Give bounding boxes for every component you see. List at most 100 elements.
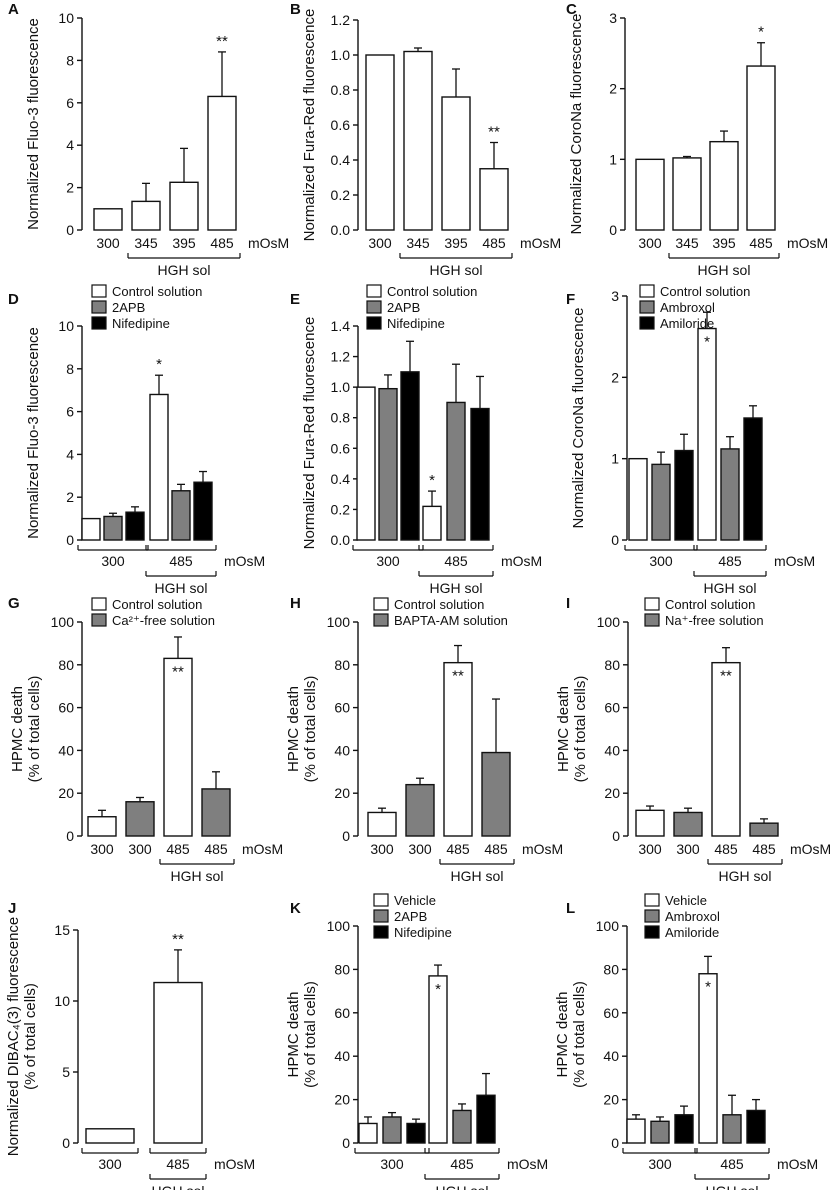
y-tick-label: 2 <box>611 369 619 385</box>
y-axis-label: HPMC death <box>285 686 302 772</box>
significance-mark: * <box>435 981 441 998</box>
y-axis-label: HPMC death <box>285 992 302 1078</box>
significance-mark: * <box>429 472 435 489</box>
y-tick-label: 0 <box>612 828 620 844</box>
legend-swatch <box>373 925 389 939</box>
category-label: 395 <box>172 235 196 251</box>
significance-mark: ** <box>452 668 464 685</box>
bar <box>452 1109 472 1144</box>
bar <box>169 181 199 231</box>
y-tick-label: 0.6 <box>331 117 351 133</box>
unit-label: mOsM <box>507 1156 548 1172</box>
legend-swatch <box>373 597 389 611</box>
legend-label: Amiloride <box>660 316 714 331</box>
y-tick-label: 40 <box>604 742 620 758</box>
panel-letter: H <box>290 595 301 612</box>
unit-label: mOsM <box>522 841 563 857</box>
bar <box>635 809 665 837</box>
bar <box>441 96 471 231</box>
group-label: HGH sol <box>698 262 751 278</box>
y-axis-label: Normalized Fluo-3 fluorescence <box>25 327 42 539</box>
group-label: HGH sol <box>436 1183 489 1190</box>
group-label: HGH sol <box>152 1183 205 1190</box>
bar <box>743 417 763 541</box>
y-tick-label: 40 <box>334 742 350 758</box>
legend-label: Nifedipine <box>394 925 452 940</box>
y-axis-label: HPMC death <box>555 686 572 772</box>
panel-f: F 0 1 2 3 Normalized CoroNa fluorescence * 300 4… <box>566 284 815 596</box>
y-tick-label: 100 <box>596 918 620 934</box>
panel-letter: C <box>566 1 577 18</box>
category-label: 485 <box>450 1156 474 1172</box>
legend-label: 2APB <box>394 909 427 924</box>
significance-mark: ** <box>720 668 732 685</box>
legend-swatch <box>644 909 660 923</box>
y-tick-label: 0.0 <box>331 532 351 548</box>
y-axis-label: Normalized Fura-Red fluorescence <box>301 317 318 550</box>
y-axis-label: Normalized CoroNa fluorescence <box>568 14 585 235</box>
legend-label: Control solution <box>112 597 202 612</box>
bar <box>722 1114 742 1144</box>
y-tick-label: 2 <box>609 81 617 97</box>
unit-label: mOsM <box>248 235 289 251</box>
significance-mark: * <box>705 979 711 996</box>
unit-label: mOsM <box>242 841 283 857</box>
y-tick-label: 1 <box>609 151 617 167</box>
significance-mark: ** <box>172 931 184 948</box>
bar <box>403 50 433 231</box>
y-tick-label: 0.4 <box>331 471 351 487</box>
y-tick-label: 40 <box>58 742 74 758</box>
bar <box>125 511 145 541</box>
y-tick-label: 3 <box>611 288 619 304</box>
y-tick-label: 0 <box>609 222 617 238</box>
y-tick-label: 40 <box>603 1048 619 1064</box>
y-tick-label: 0.2 <box>331 501 351 517</box>
y-tick-label: 0.0 <box>331 222 351 238</box>
legend-label: BAPTA-AM solution <box>394 613 508 628</box>
y-tick-label: 80 <box>604 657 620 673</box>
legend-swatch <box>91 613 107 627</box>
legend-label: Control solution <box>665 597 755 612</box>
significance-mark: ** <box>216 33 228 50</box>
bar <box>443 661 473 837</box>
unit-label: mOsM <box>520 235 561 251</box>
category-label: 485 <box>446 841 470 857</box>
bar <box>201 788 231 837</box>
y-tick-label: 0.8 <box>331 410 351 426</box>
category-label: 485 <box>718 553 742 569</box>
y-axis-label: Normalized CoroNa fluorescence <box>570 308 587 529</box>
category-label: 300 <box>638 841 662 857</box>
y-tick-label: 4 <box>66 446 74 462</box>
legend-label: Control solution <box>112 284 202 299</box>
legend-swatch <box>366 284 382 298</box>
y-axis-label-2: (% of total cells) <box>302 981 319 1088</box>
bar <box>479 168 509 231</box>
y-tick-label: 1.4 <box>331 318 351 334</box>
bar <box>382 1116 402 1144</box>
category-label: 485 <box>444 553 468 569</box>
category-label: 345 <box>675 235 699 251</box>
y-axis-label: Normalized Fura-Red fluorescence <box>301 9 318 242</box>
panel-l: L 0 20 40 60 80 100 HPMC death (% of total cells… <box>554 893 818 1190</box>
y-tick-label: 0 <box>62 1135 70 1151</box>
category-label: 300 <box>128 841 152 857</box>
category-label: 345 <box>134 235 158 251</box>
group-label: HGH sol <box>451 868 504 884</box>
legend-swatch <box>639 316 655 330</box>
y-tick-label: 60 <box>603 1005 619 1021</box>
category-label: 485 <box>749 235 773 251</box>
legend-swatch <box>91 300 107 314</box>
bar <box>635 158 665 231</box>
significance-mark: * <box>156 356 162 373</box>
category-label: 485 <box>484 841 508 857</box>
significance-mark: * <box>758 24 764 41</box>
y-tick-label: 8 <box>66 361 74 377</box>
y-tick-label: 6 <box>66 404 74 420</box>
legend-swatch <box>373 613 389 627</box>
bar <box>674 449 694 541</box>
bar <box>81 517 101 541</box>
category-label: 485 <box>752 841 776 857</box>
y-tick-label: 0.8 <box>331 82 351 98</box>
group-label: HGH sol <box>706 1183 759 1190</box>
